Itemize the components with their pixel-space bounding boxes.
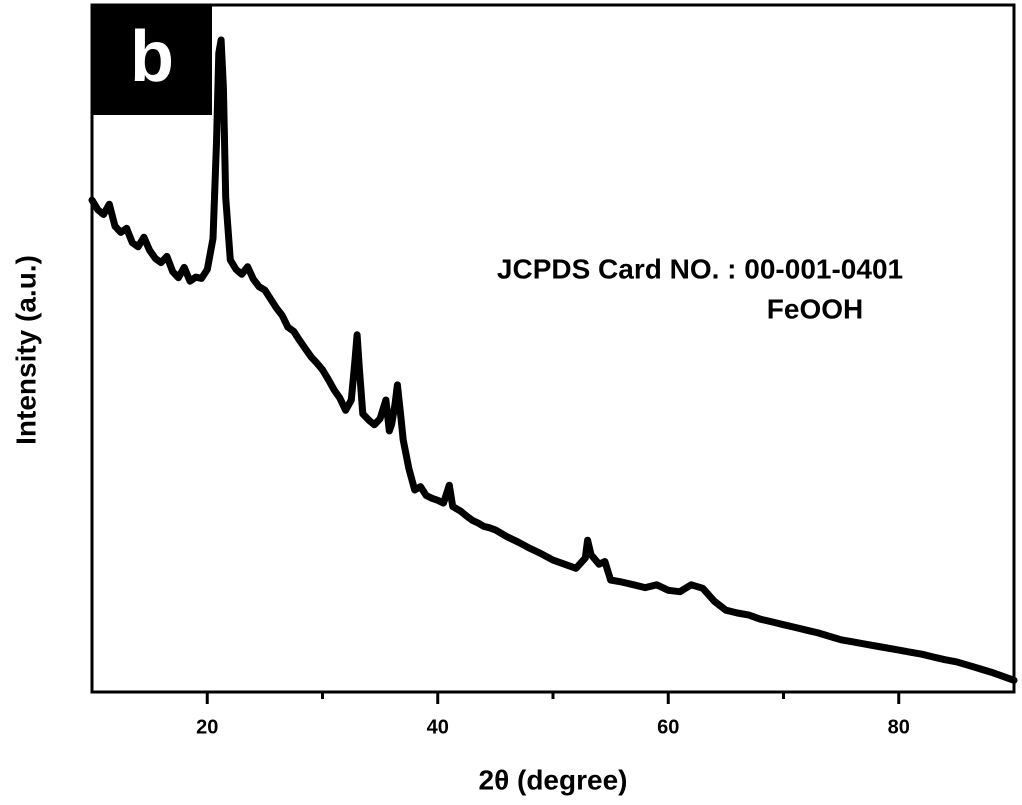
annotation: FeOOH [767,293,863,324]
x-tick-label: 20 [196,716,218,738]
annotation: JCPDS Card NO. : 00-001-0401 [497,253,903,284]
panel-label-box [92,5,212,115]
x-tick-label: 60 [657,716,679,738]
x-tick-label: 40 [427,716,449,738]
x-axis-label: 2θ (degree) [479,764,628,795]
y-axis-label: Intensity (a.u.) [10,255,41,445]
plot-frame [90,3,1016,694]
panel-label: b [130,17,174,97]
x-tick-label: 80 [888,716,910,738]
data-line [88,36,1018,684]
